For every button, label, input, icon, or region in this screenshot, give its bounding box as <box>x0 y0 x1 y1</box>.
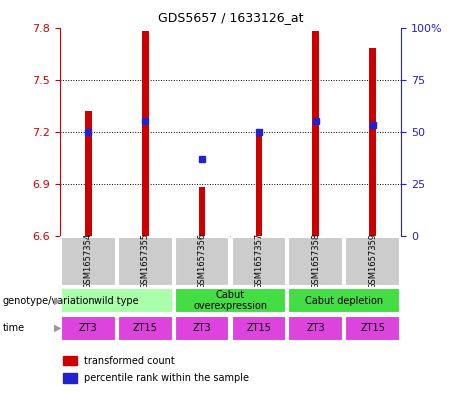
Bar <box>369 48 376 236</box>
Text: GSM1657358: GSM1657358 <box>311 233 320 290</box>
Bar <box>289 288 400 313</box>
Text: percentile rank within the sample: percentile rank within the sample <box>84 373 249 383</box>
Text: Cabut
overexpression: Cabut overexpression <box>194 290 267 311</box>
Text: GSM1657355: GSM1657355 <box>141 233 150 289</box>
Bar <box>142 31 148 236</box>
Text: GSM1657359: GSM1657359 <box>368 233 377 289</box>
Bar <box>231 316 286 341</box>
Bar <box>61 288 172 313</box>
Bar <box>61 237 116 286</box>
Text: ZT15: ZT15 <box>247 323 272 333</box>
Text: GSM1657357: GSM1657357 <box>254 233 263 290</box>
Text: ZT15: ZT15 <box>360 323 385 333</box>
Text: wild type: wild type <box>95 296 139 306</box>
Bar <box>63 373 77 383</box>
Bar <box>118 316 172 341</box>
Bar <box>313 31 319 236</box>
Bar <box>345 316 400 341</box>
Title: GDS5657 / 1633126_at: GDS5657 / 1633126_at <box>158 11 303 24</box>
Text: GSM1657356: GSM1657356 <box>198 233 207 290</box>
Bar <box>289 237 343 286</box>
Bar <box>85 111 92 236</box>
Text: ZT15: ZT15 <box>133 323 158 333</box>
Bar <box>175 316 230 341</box>
Text: ZT3: ZT3 <box>307 323 325 333</box>
Bar <box>175 288 286 313</box>
Text: GSM1657354: GSM1657354 <box>84 233 93 289</box>
Bar <box>289 316 343 341</box>
Bar <box>118 237 172 286</box>
Bar <box>63 356 77 365</box>
Text: ZT3: ZT3 <box>193 323 212 333</box>
Text: ▶: ▶ <box>54 296 61 306</box>
Bar <box>199 187 206 236</box>
Bar <box>345 237 400 286</box>
Bar <box>255 135 262 236</box>
Bar <box>175 237 230 286</box>
Text: Cabut depletion: Cabut depletion <box>305 296 383 306</box>
Text: time: time <box>2 323 24 333</box>
Bar <box>61 316 116 341</box>
Text: ZT3: ZT3 <box>79 323 98 333</box>
Text: genotype/variation: genotype/variation <box>2 296 95 306</box>
Text: transformed count: transformed count <box>84 356 175 365</box>
Text: ▶: ▶ <box>54 323 61 333</box>
Bar <box>231 237 286 286</box>
